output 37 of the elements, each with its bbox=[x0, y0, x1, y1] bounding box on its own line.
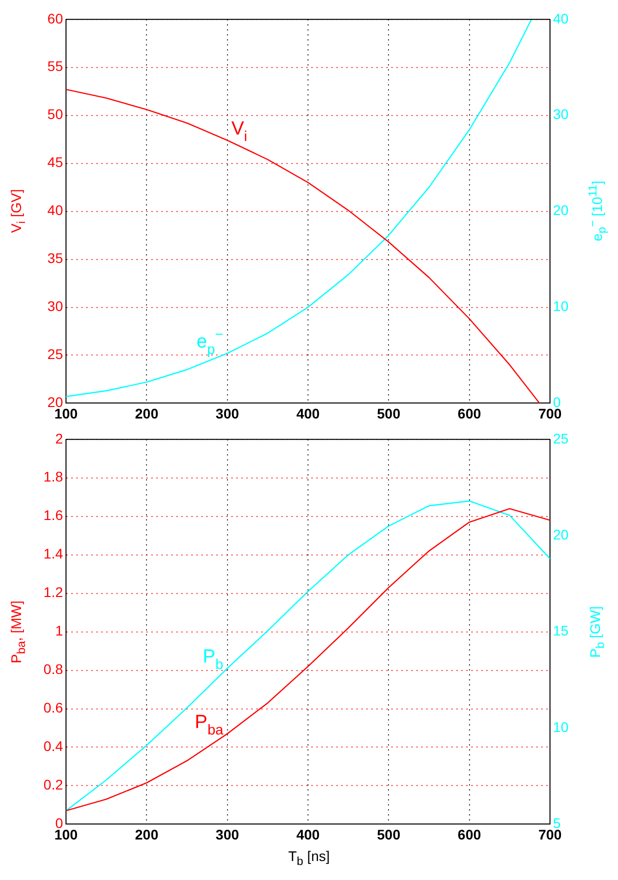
x-tick-label: 600 bbox=[458, 826, 482, 842]
y2-tick-label: 25 bbox=[553, 430, 569, 446]
y-tick-label: 0.2 bbox=[44, 776, 64, 793]
y-tick-label: 30 bbox=[47, 298, 64, 314]
y-tick-label: 60 bbox=[47, 10, 64, 26]
y2-tick-label: 15 bbox=[553, 622, 569, 639]
y2-tick-label: 40 bbox=[553, 10, 569, 26]
y-tick-label: 55 bbox=[47, 58, 64, 74]
y2-tick-label: 20 bbox=[553, 526, 569, 542]
y-tick-label: 1.8 bbox=[44, 468, 64, 485]
y-tick-label: 1.4 bbox=[44, 546, 64, 562]
y-tick-label: 40 bbox=[47, 202, 64, 218]
y-tick-label: 25 bbox=[47, 346, 64, 362]
y-tick-label: 0.8 bbox=[44, 661, 64, 678]
y2-tick-label: 20 bbox=[553, 202, 569, 218]
x-tick-label: 400 bbox=[296, 405, 320, 422]
y-tick-label: 1.6 bbox=[44, 507, 64, 524]
y-tick-label: 1.2 bbox=[44, 584, 64, 600]
x-tick-label: 200 bbox=[134, 405, 159, 422]
y-tick-label: 0.6 bbox=[44, 700, 64, 716]
y-tick-label: 35 bbox=[47, 250, 64, 266]
y-tick-label: 50 bbox=[47, 106, 64, 122]
x-tick-label: 300 bbox=[216, 405, 240, 422]
y2-tick-label: 10 bbox=[553, 718, 569, 735]
y-tick-label: 2 bbox=[55, 430, 64, 446]
y-tick-label: 1 bbox=[55, 622, 64, 639]
x-tick-label: 400 bbox=[296, 826, 320, 842]
y-tick-label: 45 bbox=[47, 154, 64, 170]
y-tick-label: 0.4 bbox=[44, 738, 64, 754]
x-tick-label: 300 bbox=[216, 826, 240, 842]
y2-tick-label: 30 bbox=[553, 106, 569, 122]
x-tick-label: 600 bbox=[458, 405, 482, 422]
x-tick-label: 500 bbox=[376, 405, 401, 422]
x-tick-label: 200 bbox=[134, 826, 159, 842]
y2-tick-label: 10 bbox=[553, 298, 569, 314]
x-tick-label: 500 bbox=[376, 826, 401, 842]
x-axis-title: T$_{b}$ [ns] bbox=[288, 847, 330, 870]
